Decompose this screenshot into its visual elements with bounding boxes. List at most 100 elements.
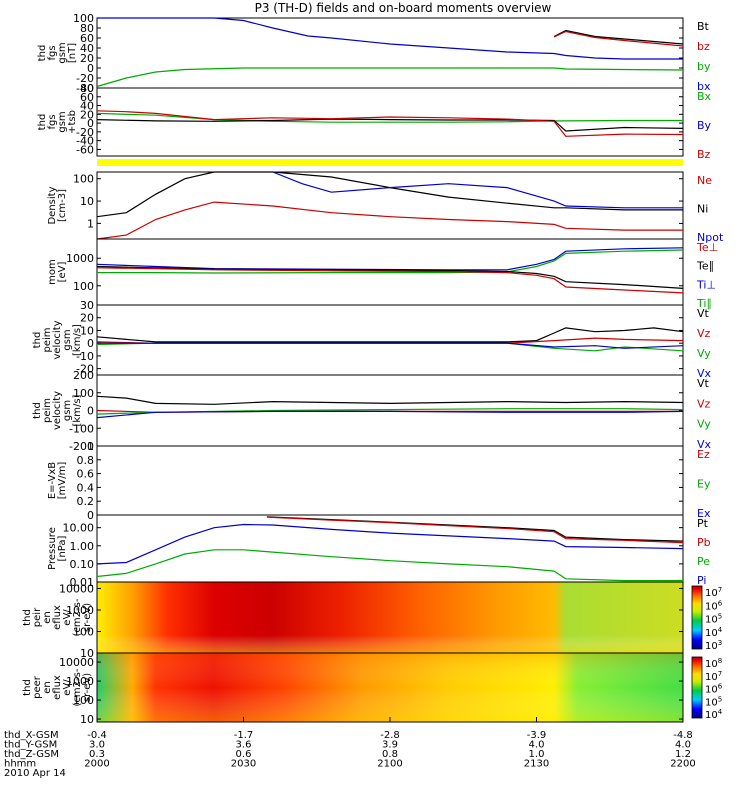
legend-entry: Te∥ (696, 260, 714, 273)
y-tick-label: 10 (80, 195, 94, 208)
series-Vx (96, 410, 684, 419)
x-row-value: 0.3 (89, 749, 105, 760)
legend-entry: Vx (697, 367, 712, 380)
y-tick-label: -200 (69, 440, 94, 453)
y-axis-label: (cm2-s- (72, 668, 83, 706)
legend-entry: Vt (697, 307, 710, 320)
y-axis-label: mom (47, 259, 58, 285)
y-axis-label: sr-eV) (82, 673, 93, 702)
colorbar-label: 108 (705, 657, 722, 670)
y-axis-label: fgs (47, 45, 58, 60)
y-tick-label: 20 (80, 52, 94, 65)
y-axis-label: (cm2-s- (72, 598, 83, 636)
y-tick-label: 0.01 (70, 576, 95, 589)
legend-entry: Ez (697, 448, 710, 461)
y-tick-label: 60 (80, 32, 94, 45)
spectrogram-shading (97, 582, 683, 653)
y-tick-label: 10 (80, 713, 94, 726)
y-tick-label: 10.00 (63, 522, 95, 535)
colorbar (691, 585, 703, 650)
y-axis-label: thd (32, 332, 43, 349)
legend-entry: Vz (697, 397, 711, 410)
x-row-value: 2100 (377, 759, 402, 770)
legend-entry: Bx (697, 90, 712, 103)
x-row-value: 4.0 (529, 740, 545, 751)
panel-frame (96, 87, 684, 157)
y-tick-label: 0 (87, 62, 94, 75)
y-axis-label: thd (37, 45, 48, 62)
series-Ti⊥ (96, 247, 684, 271)
y-axis-label: [nT] (67, 43, 78, 63)
y-axis-label: peim (42, 398, 53, 423)
y-tick-label: 100 (73, 387, 94, 400)
series-by (96, 67, 684, 88)
y-tick-label: 0.8 (77, 454, 95, 467)
y-axis-label: gsm (62, 329, 73, 350)
y-tick-label: 100 (73, 694, 94, 707)
series-Bz (96, 110, 684, 137)
y-tick-label: 200 (73, 369, 94, 382)
y-axis-label: Density (47, 186, 58, 224)
y-axis-label: gsm (57, 111, 68, 132)
y-tick-label: -10 (76, 350, 94, 363)
y-tick-label: 1000 (66, 675, 94, 688)
legend-entry: Npot (697, 231, 724, 244)
legend-entry: Ey (697, 478, 711, 491)
y-axis-label: en (42, 681, 53, 694)
legend-entry: Ni (697, 203, 708, 216)
y-tick-label: 60 (80, 91, 94, 104)
colorbar-label: 106 (705, 599, 723, 612)
legend-entry: Ti∥ (696, 297, 712, 310)
series-bz (553, 30, 684, 47)
panel-frame (96, 445, 684, 516)
panel-frame (96, 17, 684, 89)
figure-title: P3 (TH-D) fields and on-board moments ov… (255, 1, 552, 15)
y-axis-label: [km/s] (72, 394, 83, 426)
y-tick-label: 40 (80, 42, 94, 55)
y-tick-label: 100 (73, 173, 94, 186)
legend-entry: Bt (697, 20, 710, 33)
x-row-value: 2130 (524, 759, 549, 770)
series-Te⊥ (96, 267, 684, 294)
y-axis-label: [nPa] (57, 535, 68, 561)
y-tick-label: 10 (80, 647, 94, 660)
x-row-value: 1.2 (675, 749, 691, 760)
y-tick-label: 0.6 (77, 468, 95, 481)
y-tick-label: 0.4 (77, 481, 95, 494)
y-tick-label: 1000 (66, 604, 94, 617)
y-tick-label: 1 (87, 440, 94, 453)
y-tick-label: -20 (76, 72, 94, 85)
y-tick-label: 0.2 (77, 495, 95, 508)
series-Vx (97, 342, 684, 349)
y-tick-label: 1000 (66, 252, 94, 265)
x-row-value: 2000 (84, 759, 109, 770)
x-row-value: 2030 (231, 759, 256, 770)
series-Bt (553, 29, 684, 45)
series-Pe (96, 549, 683, 582)
y-axis-label: gsm (62, 400, 73, 421)
legend-entry: Vx (697, 438, 712, 451)
y-axis-label: E=-VxB (47, 462, 58, 499)
y-tick-label: -40 (76, 82, 94, 95)
y-axis-label: thd (22, 609, 33, 626)
legend-entry: Ti⊥ (696, 278, 716, 291)
legend-entry: Vy (697, 418, 711, 431)
y-tick-label: 0 (87, 509, 94, 522)
legend-entry: by (697, 60, 711, 73)
x-row-value: -3.9 (527, 730, 547, 741)
series-Te∥ (96, 265, 684, 289)
y-axis-label: eV/ (62, 679, 73, 696)
legend-entry: Vy (697, 347, 711, 360)
date-label: 2010 Apr 14 (4, 768, 66, 779)
x-row-value: 1.0 (529, 749, 545, 760)
series-Vy (96, 342, 684, 352)
y-tick-label: -20 (76, 126, 94, 139)
series-Ne (96, 201, 683, 240)
y-tick-label: -100 (69, 422, 94, 435)
y-tick-label: 100 (73, 280, 94, 293)
y-tick-label: -20 (76, 363, 94, 376)
